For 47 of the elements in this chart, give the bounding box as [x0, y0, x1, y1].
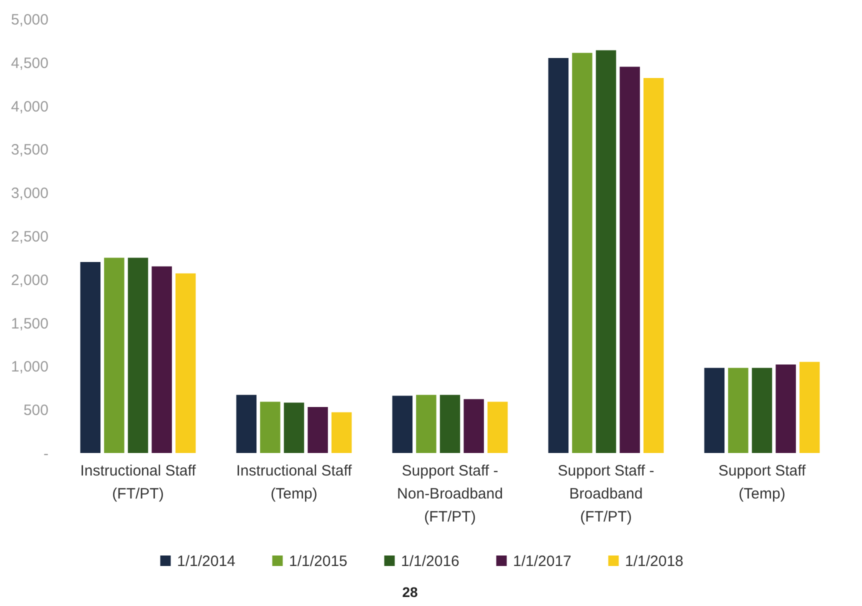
y-tick-label: 5,000: [10, 12, 48, 28]
bar: [80, 262, 101, 453]
bar: [643, 78, 664, 453]
bar: [704, 368, 725, 453]
y-tick-label: 2,000: [10, 272, 48, 289]
legend-label: 1/1/2017: [513, 552, 572, 570]
bar: [728, 368, 748, 453]
x-tick-label: Instructional Staff (Temp): [236, 462, 353, 502]
y-tick-label: 500: [23, 402, 48, 420]
legend-label: 1/1/2015: [289, 552, 348, 570]
bar: [260, 402, 280, 453]
y-tick-label: 4,500: [10, 54, 48, 72]
x-tick-label: Support Staff - Non-Broadband (FT/PT): [397, 462, 503, 526]
bar: [331, 412, 352, 453]
y-tick-label: 2,500: [10, 228, 48, 246]
y-tick-label: -: [44, 446, 48, 462]
legend-label: 1/1/2018: [625, 552, 684, 570]
y-tick-label: 1,000: [10, 358, 48, 376]
bar: [572, 52, 592, 453]
x-tick-label: Support Staff (Temp): [718, 462, 806, 502]
y-tick-label: 1,500: [10, 315, 48, 332]
x-tick-label: Instructional Staff (FT/PT): [80, 462, 197, 502]
bar: [487, 402, 508, 453]
bar: [175, 273, 196, 453]
bar: [464, 399, 484, 453]
bar: [128, 258, 148, 453]
text: 28: [402, 584, 418, 600]
bar: [104, 258, 124, 453]
legend-label: 1/1/2016: [401, 552, 460, 570]
bar: [799, 362, 820, 453]
bar: [548, 58, 569, 453]
legend-label: 1/1/2014: [177, 552, 236, 570]
x-tick-label: Support Staff - Broadband (FT/PT): [558, 462, 654, 526]
y-tick-label: 3,000: [10, 185, 48, 202]
bar: [152, 266, 172, 453]
bar: [236, 394, 257, 453]
bar: [284, 402, 304, 453]
y-tick-label: 4,000: [10, 98, 48, 116]
bar: [776, 364, 796, 453]
y-tick-label: 3,500: [10, 142, 48, 159]
bar: [416, 394, 436, 453]
bar: [392, 396, 413, 453]
bar: [596, 50, 616, 453]
bar: [440, 394, 460, 453]
bar: [620, 66, 640, 453]
bar: [752, 368, 772, 453]
bar: [308, 406, 328, 453]
